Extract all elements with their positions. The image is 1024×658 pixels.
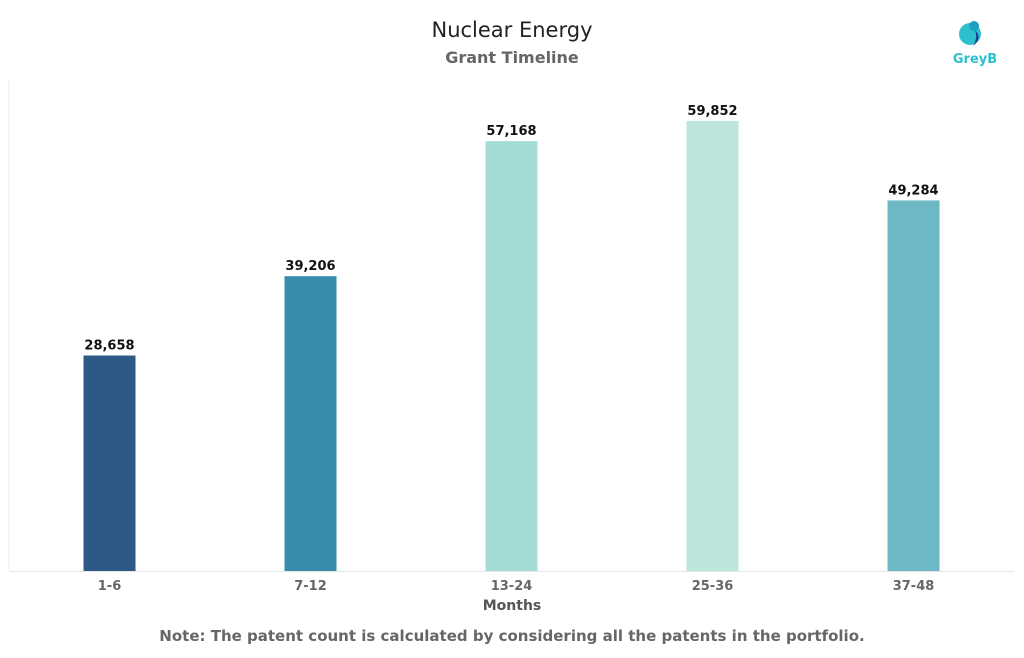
chart-subtitle: Grant Timeline (445, 48, 579, 67)
x-tick-label-25-36: 25-36 (692, 579, 734, 594)
bar-25-36 (686, 120, 739, 571)
x-tick-label-1-6: 1-6 (98, 579, 122, 594)
bar-37-48 (887, 200, 940, 572)
data-label-7-12: 39,206 (285, 259, 335, 274)
greyb-logo (950, 16, 1000, 72)
x-axis-label: Months (482, 598, 542, 614)
data-label-1-6: 28,658 (84, 339, 134, 354)
chart-title: Nuclear Energy (431, 18, 593, 42)
data-label-13-24: 57,168 (486, 124, 536, 139)
data-label-25-36: 59,852 (687, 104, 737, 119)
bar-13-24 (485, 141, 538, 571)
logo-text: GreyB (952, 52, 998, 67)
footnote: Note: The patent count is calculated by … (159, 627, 865, 645)
x-tick-label-37-48: 37-48 (893, 579, 935, 594)
data-label-37-48: 49,284 (888, 183, 938, 198)
bar-1-6 (83, 355, 136, 571)
bar-7-12 (284, 276, 337, 571)
x-tick-label-13-24: 13-24 (491, 579, 533, 594)
x-tick-label-7-12: 7-12 (294, 579, 327, 594)
